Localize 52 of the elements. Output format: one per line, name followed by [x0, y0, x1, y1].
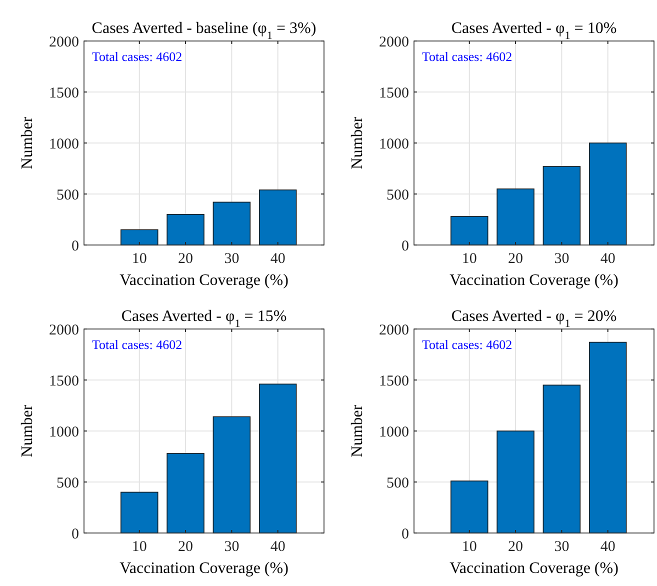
chart-title: Cases Averted - baseline (φ$_{1}$ = 3%) — [92, 20, 316, 42]
y-axis-title: Number — [349, 116, 366, 170]
y-tick-label: 1000 — [49, 424, 79, 440]
x-tick-label: 30 — [554, 539, 570, 555]
x-axis-title: Vaccination Coverage (%) — [450, 560, 618, 577]
x-tick-label: 30 — [224, 539, 240, 555]
y-tick-label: 500 — [56, 475, 79, 492]
y-tick-label: 1000 — [379, 424, 409, 440]
y-tick-label: 0 — [72, 238, 79, 254]
y-tick-label: 0 — [72, 526, 79, 542]
y-tick-label: 500 — [386, 475, 409, 492]
y-axis-title: Number — [349, 404, 366, 458]
annotation: Total cases: 4602 — [92, 49, 182, 64]
y-tick-label: 500 — [56, 187, 79, 204]
y-tick-label: 2000 — [49, 34, 79, 50]
x-tick-label: 10 — [462, 539, 477, 555]
y-tick-label: 1500 — [49, 85, 79, 102]
x-tick-label: 40 — [270, 251, 286, 267]
x-tick-label: 10 — [132, 251, 147, 267]
chart-title: Cases Averted - φ$_{1}$ = 20% — [451, 308, 617, 330]
y-axis-title: Number — [19, 116, 36, 170]
y-tick-label: 1500 — [379, 85, 409, 102]
y-tick-label: 0 — [402, 526, 409, 542]
y-axis-title: Number — [19, 404, 36, 458]
chart-title: Cases Averted - φ$_{1}$ = 15% — [121, 308, 287, 330]
y-tick-label: 1500 — [49, 373, 79, 390]
y-tick-label: 0 — [402, 238, 409, 254]
y-tick-label: 1000 — [49, 136, 79, 152]
y-tick-label: 2000 — [379, 322, 409, 338]
x-tick-label: 40 — [270, 539, 286, 555]
x-tick-label: 40 — [600, 539, 616, 555]
x-tick-label: 20 — [508, 539, 524, 555]
annotation: Total cases: 4602 — [422, 337, 512, 352]
x-tick-label: 20 — [508, 251, 524, 267]
x-tick-label: 10 — [132, 539, 147, 555]
y-tick-label: 1000 — [379, 136, 409, 152]
y-tick-label: 2000 — [49, 322, 79, 338]
y-tick-label: 1500 — [379, 373, 409, 390]
y-tick-label: 500 — [386, 187, 409, 204]
x-tick-label: 10 — [462, 251, 477, 267]
x-tick-label: 20 — [178, 539, 194, 555]
x-tick-label: 40 — [600, 251, 616, 267]
x-tick-label: 30 — [224, 251, 240, 267]
x-tick-label: 20 — [178, 251, 194, 267]
y-tick-label: 2000 — [379, 34, 409, 50]
annotation: Total cases: 4602 — [422, 49, 512, 64]
x-tick-label: 30 — [554, 251, 570, 267]
x-axis-title: Vaccination Coverage (%) — [120, 272, 288, 289]
x-axis-title: Vaccination Coverage (%) — [120, 560, 288, 577]
x-axis-title: Vaccination Coverage (%) — [450, 272, 618, 289]
annotation: Total cases: 4602 — [92, 337, 182, 352]
chart-title: Cases Averted - φ$_{1}$ = 10% — [451, 20, 617, 42]
